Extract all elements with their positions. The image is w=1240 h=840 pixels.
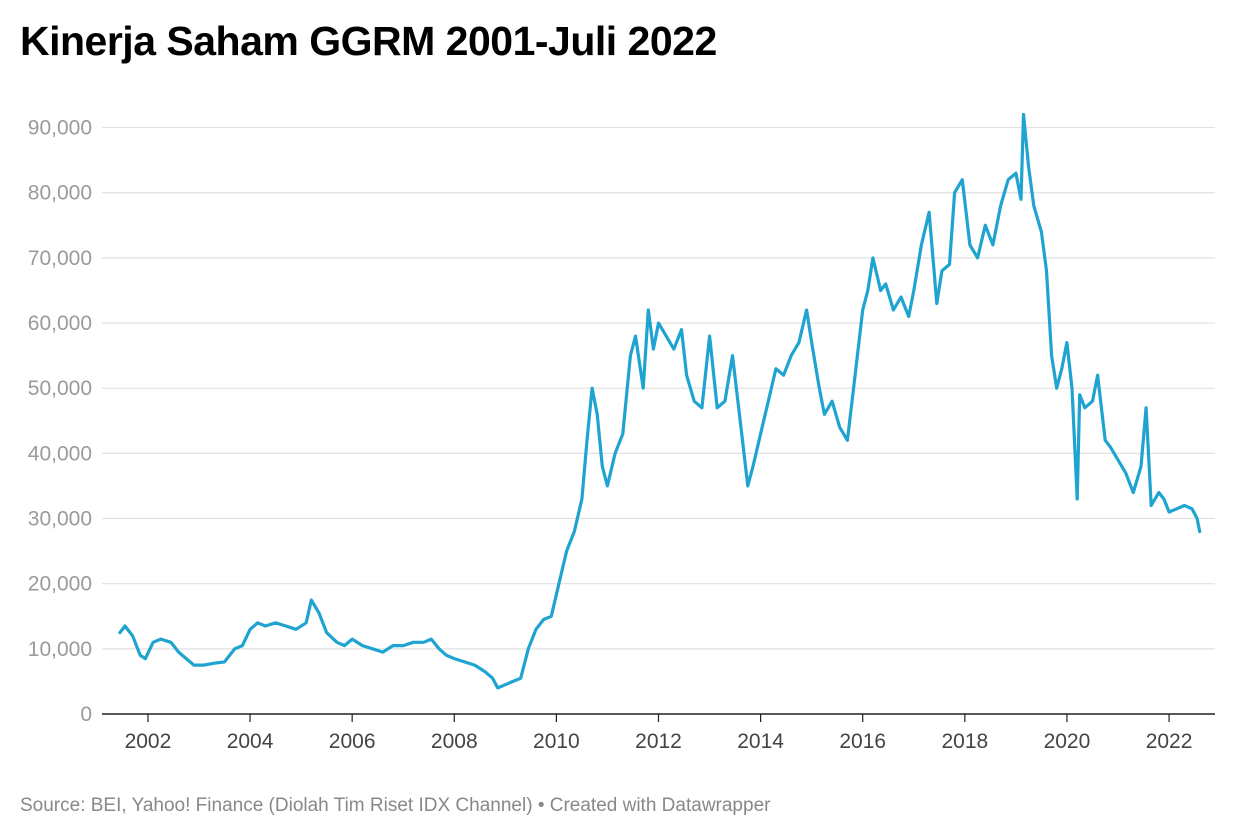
x-tick-label: 2010 bbox=[533, 730, 580, 753]
x-tick-label: 2020 bbox=[1044, 730, 1091, 753]
y-axis-ticks: 0 10,000 20,000 30,000 40,000 50,000 60,000 70,… bbox=[28, 117, 92, 726]
x-tick-label: 2022 bbox=[1146, 730, 1193, 753]
source-note: Source: BEI, Yahoo! Finance (Diolah Tim … bbox=[20, 795, 771, 816]
y-tick-label: 60,000 bbox=[28, 312, 92, 335]
y-tick-label: 50,000 bbox=[28, 377, 92, 400]
x-tick-label: 2008 bbox=[431, 730, 478, 753]
price-line bbox=[118, 112, 1202, 690]
y-tick-label: 70,000 bbox=[28, 247, 92, 270]
y-tick-label: 40,000 bbox=[28, 442, 92, 465]
chart-title: Kinerja Saham GGRM 2001-Juli 2022 bbox=[20, 18, 717, 64]
x-tick-label: 2006 bbox=[329, 730, 376, 753]
y-tick-label: 10,000 bbox=[28, 638, 92, 661]
series-group bbox=[118, 112, 1202, 690]
x-tick-label: 2002 bbox=[125, 730, 172, 753]
x-tick-label: 2014 bbox=[737, 730, 784, 753]
x-tick-label: 2016 bbox=[839, 730, 886, 753]
y-tick-label: 30,000 bbox=[28, 508, 92, 531]
x-tick-label: 2018 bbox=[941, 730, 988, 753]
gridlines bbox=[102, 126, 1215, 650]
y-tick-label: 80,000 bbox=[28, 182, 92, 205]
x-tick-label: 2004 bbox=[227, 730, 274, 753]
y-tick-label: 0 bbox=[80, 703, 92, 726]
y-tick-label: 90,000 bbox=[28, 117, 92, 140]
x-tick-label: 2012 bbox=[635, 730, 682, 753]
x-axis-ticks: 2002 2004 2006 2008 2010 2012 2014 2016 2018 2020… bbox=[125, 714, 1193, 753]
line-chart: 0 10,000 20,000 30,000 40,000 50,000 60,000 70,… bbox=[28, 112, 1215, 753]
y-tick-label: 20,000 bbox=[28, 573, 92, 596]
